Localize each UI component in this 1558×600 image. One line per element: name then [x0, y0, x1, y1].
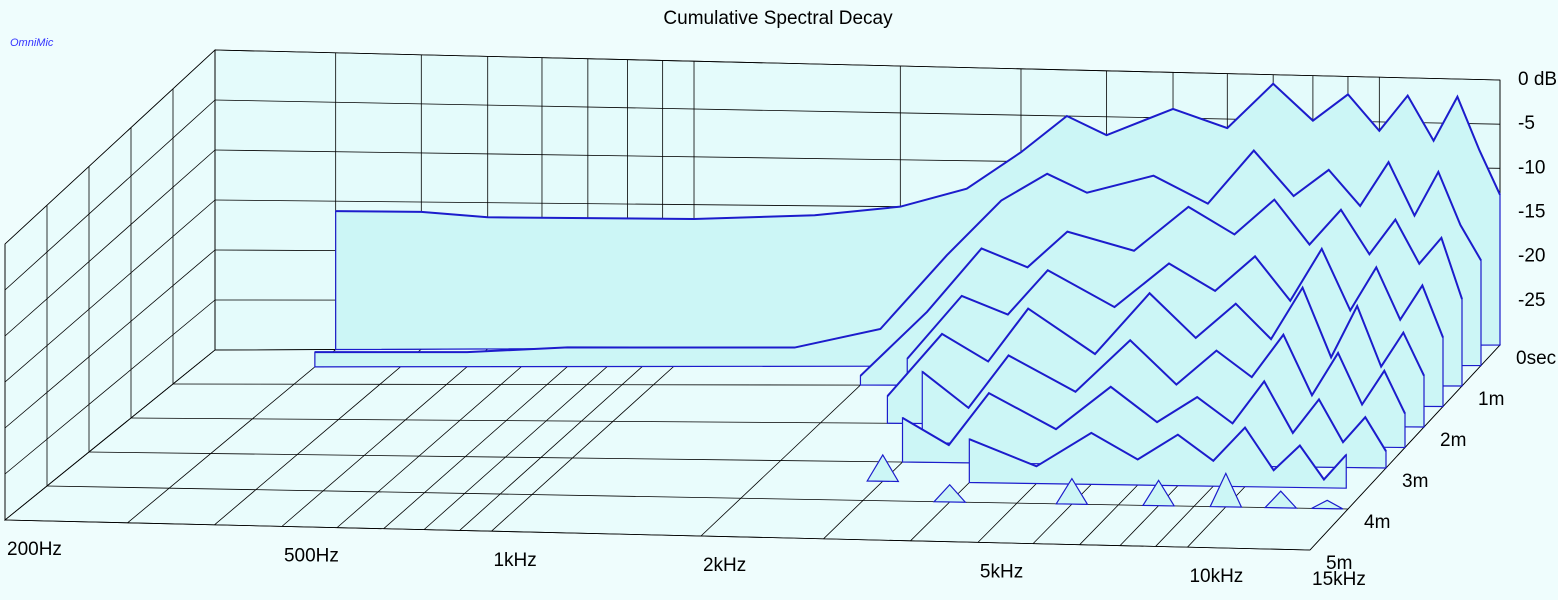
side-grid-line — [4, 99, 216, 291]
side-grid-line — [4, 249, 216, 429]
side-grid-line — [4, 199, 216, 383]
x-tick-label: 1kHz — [493, 550, 536, 571]
slice-line — [335, 82, 1501, 221]
slice-fill — [932, 483, 967, 503]
slice-fill — [1055, 477, 1089, 506]
t-tick-label: 5m — [1326, 553, 1352, 574]
t-tick-label: 4m — [1364, 512, 1390, 533]
slice-fill — [1141, 479, 1176, 507]
back-grid-line — [214, 49, 1501, 81]
t-tick-label: 0sec — [1516, 348, 1556, 369]
floor-grid-line — [491, 347, 695, 532]
x-tick-label: 15kHz — [1312, 569, 1366, 590]
slice-line — [906, 246, 1444, 360]
floor-grid-line — [127, 349, 336, 524]
floor-grid-line — [459, 347, 663, 531]
floor-grid-line — [214, 348, 422, 526]
slice-fill — [1311, 499, 1344, 510]
slice-line — [886, 285, 1425, 397]
t-tick-label: 3m — [1402, 471, 1428, 492]
slice-fill — [866, 453, 900, 483]
floor-grid-line — [423, 348, 628, 530]
x-tick-label: 200Hz — [7, 539, 62, 560]
z-tick-label: -15 — [1518, 202, 1545, 223]
z-tick-label: 0 dB — [1518, 69, 1557, 90]
side-grid-line — [4, 49, 216, 245]
brand: OmniMic — [10, 37, 54, 49]
z-tick-label: -20 — [1518, 246, 1545, 267]
floor-grid-line — [383, 348, 589, 530]
z-tick-label: -5 — [1518, 113, 1535, 134]
floor-grid-line — [336, 348, 543, 528]
slice-line — [859, 198, 1463, 377]
floor-grid-line — [4, 349, 216, 521]
t-tick-label: 2m — [1440, 430, 1466, 451]
side-grid-line — [4, 299, 216, 475]
floor-grid-line — [4, 519, 1311, 551]
t-tick-label: 1m — [1478, 389, 1504, 410]
x-tick-label: 500Hz — [284, 545, 339, 566]
slice-line — [902, 379, 1387, 452]
chart-title: Cumulative Spectral Decay — [663, 8, 893, 29]
z-tick-label: -10 — [1518, 157, 1545, 178]
slice-line — [314, 149, 1482, 354]
slice-line — [921, 332, 1406, 415]
x-tick-label: 10kHz — [1189, 566, 1243, 587]
x-tick-label: 5kHz — [980, 561, 1023, 582]
slice-line — [968, 425, 1347, 482]
side-grid-line — [4, 149, 216, 337]
floor-grid-line — [46, 485, 1349, 510]
floor-grid-line — [281, 348, 488, 527]
slice-fill — [1263, 490, 1298, 509]
slice-fill — [1209, 471, 1243, 508]
x-tick-label: 2kHz — [703, 555, 746, 576]
z-tick-label: -25 — [1518, 290, 1545, 311]
